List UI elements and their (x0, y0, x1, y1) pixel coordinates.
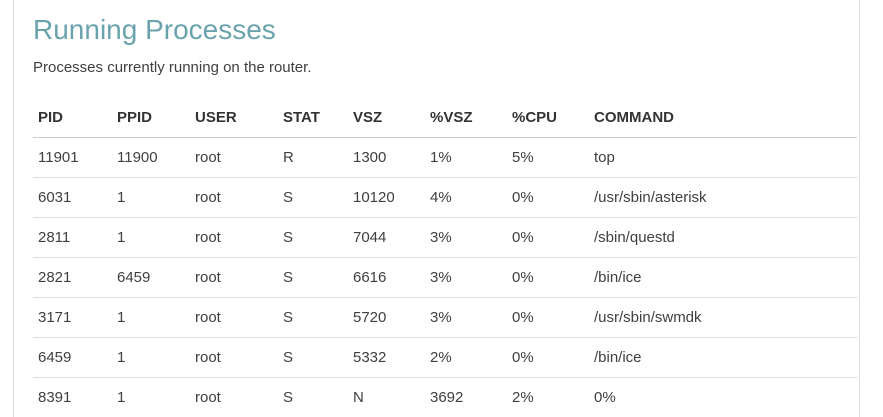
cell-pid: 8391 (33, 377, 112, 417)
cell-stat: S (278, 377, 348, 417)
cell-user: root (190, 217, 278, 259)
cell-pcpu: 0% (507, 177, 589, 219)
cell-pvsz: 3% (425, 257, 507, 299)
cell-user: root (190, 337, 278, 379)
status-card: Running Processes Processes currently ru… (13, 0, 860, 417)
cell-pcpu: 0% (507, 297, 589, 339)
page-subtitle: Processes currently running on the route… (33, 59, 312, 77)
table-row: 11901 11900 root R 1300 1% 5% top (33, 137, 857, 179)
cell-pcpu: 2% (507, 377, 589, 417)
cell-pid: 11901 (33, 137, 112, 179)
cell-pvsz: 3692 (425, 377, 507, 417)
column-header-pid: PID (33, 98, 112, 139)
page-title: Running Processes (33, 14, 276, 45)
cell-command: /usr/sbin/swmdk (589, 297, 857, 339)
cell-vsz: 10120 (348, 177, 425, 219)
column-header-pcpu: %CPU (507, 98, 589, 139)
cell-ppid: 11900 (112, 137, 190, 179)
cell-vsz: 5720 (348, 297, 425, 339)
processes-table: PID PPID USER STAT VSZ %VSZ %CPU COMMAND 11901 1… (33, 98, 857, 417)
cell-stat: S (278, 337, 348, 379)
cell-pcpu: 0% (507, 217, 589, 259)
cell-user: root (190, 137, 278, 179)
cell-ppid: 1 (112, 377, 190, 417)
cell-command: /usr/sbin/asterisk (589, 177, 857, 219)
cell-ppid: 1 (112, 297, 190, 339)
column-header-command: COMMAND (589, 98, 857, 139)
table-body: 11901 11900 root R 1300 1% 5% top 6031 1 root S 1012… (33, 137, 857, 417)
cell-ppid: 1 (112, 337, 190, 379)
table-row: 3171 1 root S 5720 3% 0%/usr/sbin/swmdk (33, 297, 857, 339)
cell-pcpu: 0% (507, 257, 589, 299)
cell-pvsz: 3% (425, 297, 507, 339)
cell-pid: 2821 (33, 257, 112, 299)
cell-command: /bin/ice (589, 337, 857, 379)
cell-pid: 6459 (33, 337, 112, 379)
cell-user: root (190, 297, 278, 339)
cell-ppid: 6459 (112, 257, 190, 299)
cell-stat: S (278, 297, 348, 339)
table-row: 8391 1 root S N 3692 2% 0% (33, 377, 857, 417)
cell-stat: S (278, 257, 348, 299)
cell-pcpu: 0% (507, 337, 589, 379)
cell-user: root (190, 177, 278, 219)
cell-pvsz: 2% (425, 337, 507, 379)
cell-ppid: 1 (112, 177, 190, 219)
cell-pvsz: 3% (425, 217, 507, 259)
cell-user: root (190, 377, 278, 417)
cell-command: 0% (589, 377, 857, 417)
cell-vsz: N (348, 377, 425, 417)
cell-vsz: 7044 (348, 217, 425, 259)
table-row: 2821 6459 root S 6616 3% 0%/bin/ice (33, 257, 857, 299)
cell-vsz: 6616 (348, 257, 425, 299)
cell-pvsz: 1% (425, 137, 507, 179)
column-header-stat: STAT (278, 98, 348, 139)
cell-pvsz: 4% (425, 177, 507, 219)
cell-command: /sbin/questd (589, 217, 857, 259)
cell-pid: 3171 (33, 297, 112, 339)
table-row: 2811 1 root S 7044 3% 0%/sbin/questd (33, 217, 857, 259)
cell-stat: S (278, 217, 348, 259)
cell-pcpu: 5% (507, 137, 589, 179)
column-header-pvsz: %VSZ (425, 98, 507, 139)
cell-pid: 6031 (33, 177, 112, 219)
column-header-user: USER (190, 98, 278, 139)
cell-vsz: 1300 (348, 137, 425, 179)
cell-stat: S (278, 177, 348, 219)
cell-stat: R (278, 137, 348, 179)
table-header-row: PID PPID USER STAT VSZ %VSZ %CPU COMMAND (33, 98, 857, 139)
running-processes-section: Running Processes Processes currently ru… (33, 14, 858, 417)
cell-command: top (589, 137, 857, 179)
table-row: 6031 1 root S 10120 4% 0%/usr/sbin/asterisk (33, 177, 857, 219)
cell-vsz: 5332 (348, 337, 425, 379)
cell-user: root (190, 257, 278, 299)
cell-command: /bin/ice (589, 257, 857, 299)
cell-pid: 2811 (33, 217, 112, 259)
table-row: 6459 1 root S 5332 2% 0%/bin/ice (33, 337, 857, 379)
column-header-vsz: VSZ (348, 98, 425, 139)
column-header-ppid: PPID (112, 98, 190, 139)
cell-ppid: 1 (112, 217, 190, 259)
